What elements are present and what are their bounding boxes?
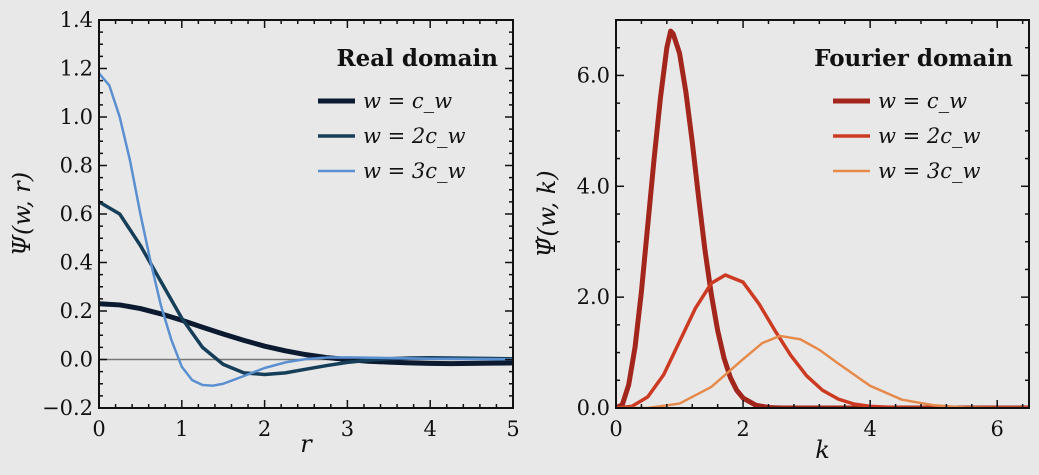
chart-panel-2: 0 2 4 6 0.0 2.0 4.0 6.0 k Ψ̂(w, k) Fourier domain w… [533,19,1030,464]
series-lines [99,72,513,387]
series-line-2 [616,273,1029,408]
series-line-3 [99,72,513,387]
x-tick-label: 3 [341,417,354,441]
y-tick-label: 0.0 [60,348,93,372]
y-tick-label: 0.6 [60,202,93,226]
y-tick-label: 2.0 [577,285,610,309]
legend-label: w = 3c_w [878,159,981,183]
legend-label: w = 3c_w [363,159,466,183]
legend-label: w = 2c_w [363,124,466,148]
series-line-1 [616,28,1029,408]
x-axis-title: k [815,436,830,464]
legend-title: Fourier domain [814,45,1013,72]
y-tick-label: 0.2 [60,299,93,323]
x-tick-label: 6 [991,417,1004,441]
series-lines [616,28,1029,408]
plot-frame [98,19,514,409]
y-tick-label: 1.2 [60,57,93,81]
y-tick-label: 4.0 [577,174,610,198]
y-tick-label: 0.0 [577,396,610,420]
y-tick-label: 6.0 [577,63,610,87]
y-tick-label: 0.8 [60,154,93,178]
legend-label: w = c_w [878,89,967,113]
legend: Fourier domain w = c_ww = 2c_ww = 3c_w [814,45,1013,183]
y-tick-label: 1.4 [60,8,93,32]
series-line-1 [99,301,513,367]
y-tick-label: 0.4 [60,251,93,275]
x-tick-label: 0 [92,417,105,441]
x-tick-label: 4 [863,417,876,441]
x-tick-label: 2 [736,417,749,441]
x-tick-label: 4 [424,417,437,441]
legend-label: w = c_w [363,89,452,113]
series-line-3 [616,334,1029,408]
y-axis-title: Ψ(w, r) [8,172,36,256]
plot-frame [615,19,1030,409]
y-tick-label: 1.0 [60,105,93,129]
y-axis-title: Ψ̂(w, k) [533,170,561,257]
chart-panel-1: 0 1 2 3 4 5 −0.2 0.0 0.2 0.4 0.6 0.8 1.0 1.2 1.4 r Ψ(w, … [8,8,520,458]
x-tick-label: 0 [609,417,622,441]
legend-label: w = 2c_w [878,124,981,148]
series-line-2 [99,200,513,377]
x-tick-label: 1 [175,417,188,441]
x-tick-label: 5 [506,417,519,441]
legend-title: Real domain [336,45,498,72]
x-tick-label: 2 [258,417,271,441]
x-axis-title: r [300,430,313,458]
legend: Real domain w = c_ww = 2c_ww = 3c_w [318,45,498,183]
y-tick-label: −0.2 [42,396,93,420]
